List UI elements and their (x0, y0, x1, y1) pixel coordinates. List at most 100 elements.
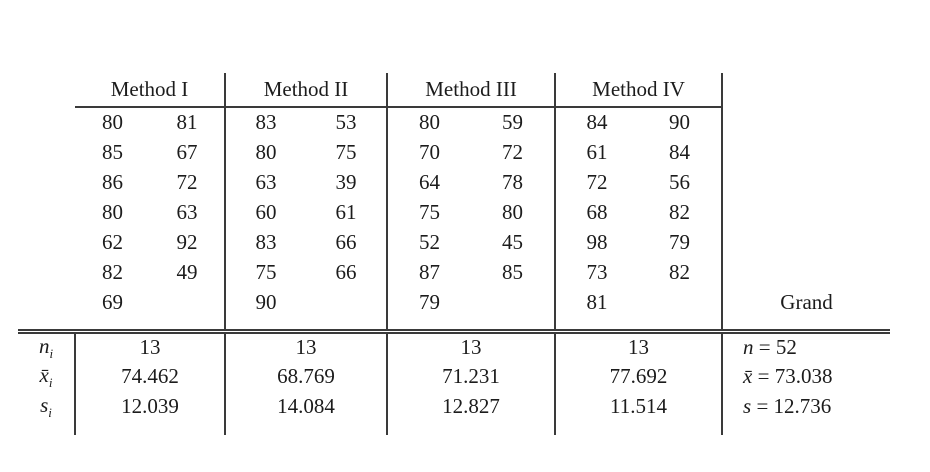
data-cell: 69 (102, 289, 123, 314)
stat-row-sd: si 12.039 14.084 12.827 11.514 s = 12.73… (18, 391, 890, 422)
data-cell: 66 (306, 227, 389, 257)
data-cell: 83 (255, 110, 277, 134)
spacer-cell (18, 421, 76, 435)
data-cell: 63 (150, 197, 227, 227)
row-label-empty (18, 287, 75, 317)
spacer-row (18, 317, 890, 331)
stat-value: 71.231 (387, 361, 557, 392)
stat-var: x̄ (39, 362, 49, 387)
table-row: 80 63 60 61 75 80 68 82 (18, 197, 890, 227)
stat-value: 14.084 (225, 391, 389, 422)
data-cell: 75 (255, 259, 277, 284)
method-1-header: Method I (75, 73, 227, 108)
stat-subscript: i (48, 374, 53, 390)
row-label-empty (18, 257, 75, 287)
row-label-empty (18, 137, 75, 167)
grand-column-header: Grand (780, 289, 833, 314)
data-cell: 72 (471, 137, 557, 167)
table-row: 80 81 83 53 80 59 84 90 (18, 107, 890, 137)
stat-row-label: ni (18, 328, 76, 362)
data-cell: 49 (150, 257, 227, 287)
data-cell: 92 (150, 227, 227, 257)
data-cell: 75 (419, 199, 441, 224)
stat-value: 68.769 (225, 361, 389, 392)
grand-stat-value: = 12.736 (751, 394, 832, 419)
stat-value: 13 (387, 328, 557, 362)
row-label-empty (18, 227, 75, 257)
spacer-cell (555, 421, 724, 435)
data-cell: 79 (419, 289, 441, 314)
data-cell: 90 (255, 289, 277, 314)
data-cell: 84 (586, 110, 608, 134)
data-cell: 90 (638, 107, 724, 137)
table-row: 86 72 63 39 64 78 72 56 (18, 167, 890, 197)
grand-stat-var: s (743, 394, 752, 419)
data-cell: 82 (638, 197, 724, 227)
stat-value: 11.514 (555, 391, 724, 422)
data-cell: 66 (306, 257, 389, 287)
data-cell: 53 (306, 107, 389, 137)
data-cell: 52 (419, 229, 441, 254)
grand-stat: x̄ = 73.038 (722, 362, 890, 392)
data-cell: 83 (255, 229, 277, 254)
data-cell: 63 (255, 169, 277, 194)
data-cell: 72 (150, 167, 227, 197)
table-row: 69 90 79 81 Grand (18, 287, 890, 317)
data-cell: 81 (586, 289, 608, 314)
row-label-empty (18, 107, 75, 137)
method-2-header: Method II (225, 73, 389, 108)
data-cell: 85 (102, 139, 123, 164)
spacer-cell (75, 317, 227, 331)
data-cell: 84 (638, 137, 724, 167)
data-cell: 61 (306, 197, 389, 227)
spacer-cell (225, 421, 389, 435)
grand-stat: n = 52 (722, 328, 891, 362)
spacer-cell (387, 317, 557, 331)
data-cell: 87 (419, 259, 441, 284)
data-cell: 81 (150, 107, 227, 137)
data-cell: 59 (471, 107, 557, 137)
grand-empty-cell (722, 227, 890, 257)
data-cell: 61 (586, 139, 608, 164)
grand-stat-var: n (743, 335, 754, 360)
table-row: 82 49 75 66 87 85 73 82 (18, 257, 890, 287)
grand-stat-value: = 52 (753, 335, 797, 360)
grand-stat-var: x̄ (743, 364, 753, 389)
spacer-cell (75, 421, 227, 435)
spacer-cell (18, 317, 75, 331)
data-cell: 72 (586, 169, 608, 194)
grand-stat-value: = 73.038 (752, 364, 833, 389)
grand-empty-cell (722, 197, 890, 227)
spacer-row (18, 421, 890, 435)
table-row: 85 67 80 75 70 72 61 84 (18, 137, 890, 167)
data-cell: 82 (102, 259, 123, 284)
data-cell (306, 287, 389, 317)
stat-subscript: i (48, 404, 52, 420)
stat-value: 77.692 (555, 361, 724, 392)
data-cell: 70 (419, 139, 441, 164)
stat-value: 12.039 (75, 391, 227, 422)
stat-value: 13 (225, 328, 389, 362)
spacer-cell (555, 317, 724, 331)
data-cell: 56 (638, 167, 724, 197)
table-row: 62 92 83 66 52 45 98 79 (18, 227, 890, 257)
stat-var: n (38, 333, 50, 358)
data-cell (150, 287, 227, 317)
data-cell: 86 (102, 169, 123, 194)
data-cell: 80 (102, 199, 123, 224)
data-cell: 73 (586, 259, 608, 284)
row-label-empty (18, 197, 75, 227)
grand-empty-cell (722, 257, 890, 287)
anova-methods-table: Method I Method II Method III Method IV … (18, 73, 891, 435)
data-cell: 82 (638, 257, 724, 287)
data-cell: 80 (102, 110, 123, 134)
grand-empty-cell (722, 137, 890, 167)
data-cell (638, 287, 724, 317)
data-cell: 80 (255, 139, 277, 164)
stat-row-label: si (18, 391, 76, 422)
spacer-cell (722, 422, 890, 435)
grand-header-empty-cell (722, 73, 890, 107)
corner-empty-cell (18, 73, 75, 107)
data-cell: 80 (471, 197, 557, 227)
